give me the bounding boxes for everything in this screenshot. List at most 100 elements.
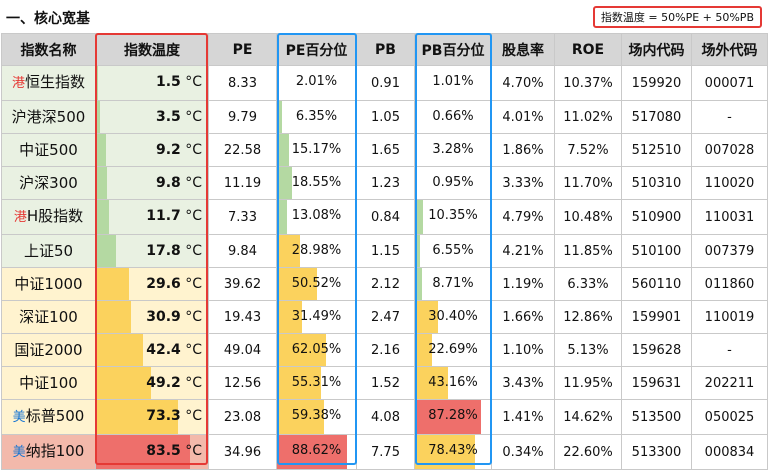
header-pb[interactable]: PB xyxy=(356,33,415,66)
temperature-value: 42.4 xyxy=(146,342,181,358)
temperature-cell: 49.2 °C xyxy=(95,366,209,400)
pe-percentile-value: 6.35% xyxy=(295,109,338,124)
roe-cell: 6.33% xyxy=(554,267,622,301)
index-name-cell[interactable]: 深证100 xyxy=(1,300,96,334)
temperature-bar xyxy=(96,134,107,166)
header-dividend-yield[interactable]: 股息率 xyxy=(491,33,555,66)
table-row[interactable]: 上证50 17.8 °C 9.84 28.98% 1.15 6.55% 4.21% 11.85… xyxy=(1,234,768,268)
dividend-yield-cell: 1.19% xyxy=(491,267,555,301)
dividend-yield-cell: 1.66% xyxy=(491,300,555,334)
temperature-cell: 1.5 °C xyxy=(95,65,209,101)
exchange-code-cell: 512510 xyxy=(621,133,692,167)
pb-percentile-cell: 43.16% xyxy=(414,366,492,400)
pe-percentile-value: 88.62% xyxy=(291,443,342,458)
table-row[interactable]: 沪港深500 3.5 °C 9.79 6.35% 1.05 0.66% 4.01% 11.02… xyxy=(1,100,768,134)
index-name: 沪深300 xyxy=(19,174,78,192)
index-name-cell[interactable]: 港恒生指数 xyxy=(1,65,96,101)
temperature-unit: °C xyxy=(185,375,202,391)
table-row[interactable]: 沪深300 9.8 °C 11.19 18.55% 1.23 0.95% 3.33% 11.7… xyxy=(1,166,768,200)
pe-percentile-bar xyxy=(277,200,288,234)
pb-percentile-bar xyxy=(415,367,448,399)
pb-cell: 2.16 xyxy=(356,333,415,367)
table-row[interactable]: 国证2000 42.4 °C 49.04 62.05% 2.16 22.69% 1.10% 5… xyxy=(1,333,768,367)
pe-percentile-value: 50.52% xyxy=(291,276,342,291)
temperature-bar xyxy=(96,334,144,366)
header-pb-percentile[interactable]: PB百分位 xyxy=(414,33,492,66)
pe-percentile-cell: 13.08% xyxy=(276,199,357,235)
pe-percentile-bar xyxy=(277,367,321,399)
index-name-cell[interactable]: 沪港深500 xyxy=(1,100,96,134)
temperature-value: 9.8 xyxy=(155,175,181,191)
pe-cell: 49.04 xyxy=(208,333,277,367)
pe-percentile-bar xyxy=(277,167,292,199)
index-name-cell[interactable]: 中证100 xyxy=(1,366,96,400)
temperature-unit: °C xyxy=(185,276,202,292)
index-name-cell[interactable]: 美纳指100 xyxy=(1,434,96,470)
table-row[interactable]: 美纳指100 83.5 °C 34.96 88.62% 7.75 78.43% 0.34% 2… xyxy=(1,434,768,470)
header-index-temperature[interactable]: 指数温度 xyxy=(95,33,209,66)
pe-percentile-bar xyxy=(277,101,283,133)
index-name-cell[interactable]: 中证1000 xyxy=(1,267,96,301)
pb-cell: 4.08 xyxy=(356,399,415,435)
pb-percentile-cell: 78.43% xyxy=(414,434,492,470)
otc-code-cell: - xyxy=(691,100,768,134)
table-row[interactable]: 港恒生指数 1.5 °C 8.33 2.01% 0.91 1.01% 4.70% 10.37%… xyxy=(1,65,768,101)
pb-cell: 7.75 xyxy=(356,434,415,470)
roe-cell: 11.70% xyxy=(554,166,622,200)
market-prefix: 港 xyxy=(13,210,27,225)
pb-percentile-bar xyxy=(415,134,418,166)
pb-percentile-value: 0.95% xyxy=(432,175,474,190)
table-row[interactable]: 美标普500 73.3 °C 23.08 59.38% 4.08 87.28% 1.41% 1… xyxy=(1,399,768,435)
exchange-code-cell: 513500 xyxy=(621,399,692,435)
pb-percentile-bar xyxy=(415,200,423,234)
index-name-cell[interactable]: 沪深300 xyxy=(1,166,96,200)
temperature-bar xyxy=(96,200,110,234)
market-prefix: 美 xyxy=(12,410,26,425)
table-row[interactable]: 深证100 30.9 °C 19.43 31.49% 2.47 30.40% 1.66% 12… xyxy=(1,300,768,334)
dividend-yield-cell: 4.70% xyxy=(491,65,555,101)
pe-percentile-cell: 31.49% xyxy=(276,300,357,334)
header-otc-code[interactable]: 场外代码 xyxy=(691,33,768,66)
header-exchange-code[interactable]: 场内代码 xyxy=(621,33,692,66)
header-index-name[interactable]: 指数名称 xyxy=(1,33,96,66)
table-row[interactable]: 中证100 49.2 °C 12.56 55.31% 1.52 43.16% 3.43% 11… xyxy=(1,366,768,400)
pe-percentile-value: 31.49% xyxy=(291,309,342,324)
header-pe-percentile[interactable]: PE百分位 xyxy=(276,33,357,66)
otc-code-cell: 007379 xyxy=(691,234,768,268)
dividend-yield-cell: 1.41% xyxy=(491,399,555,435)
pb-percentile-value: 30.40% xyxy=(428,309,478,324)
pb-percentile-cell: 22.69% xyxy=(414,333,492,367)
temperature-value: 17.8 xyxy=(146,243,181,259)
index-name: 沪港深500 xyxy=(11,108,86,126)
index-name-cell[interactable]: 中证500 xyxy=(1,133,96,167)
table-row[interactable]: 中证1000 29.6 °C 39.62 50.52% 2.12 8.71% 1.19% 6.… xyxy=(1,267,768,301)
temperature-bar xyxy=(96,101,100,133)
pb-cell: 0.84 xyxy=(356,199,415,235)
otc-code-cell: 110019 xyxy=(691,300,768,334)
otc-code-cell: 110020 xyxy=(691,166,768,200)
index-name-cell[interactable]: 美标普500 xyxy=(1,399,96,435)
pb-cell: 1.05 xyxy=(356,100,415,134)
table-row[interactable]: 港H股指数 11.7 °C 7.33 13.08% 0.84 10.35% 4.79% 10.… xyxy=(1,199,768,235)
header-roe[interactable]: ROE xyxy=(554,33,622,66)
dividend-yield-cell: 0.34% xyxy=(491,434,555,470)
pe-cell: 9.84 xyxy=(208,234,277,268)
temperature-unit: °C xyxy=(185,74,202,90)
pb-percentile-bar xyxy=(415,400,482,434)
index-name-cell[interactable]: 国证2000 xyxy=(1,333,96,367)
pb-percentile-value: 10.35% xyxy=(428,208,478,223)
pe-percentile-cell: 6.35% xyxy=(276,100,357,134)
section-title: 一、核心宽基 xyxy=(6,11,90,27)
header-pe[interactable]: PE xyxy=(208,33,277,66)
pe-cell: 11.19 xyxy=(208,166,277,200)
index-name: 上证50 xyxy=(23,242,74,260)
pb-percentile-value: 43.16% xyxy=(428,375,478,390)
roe-cell: 22.60% xyxy=(554,434,622,470)
index-name-cell[interactable]: 上证50 xyxy=(1,234,96,268)
otc-code-cell: 202211 xyxy=(691,366,768,400)
table-row[interactable]: 中证500 9.2 °C 22.58 15.17% 1.65 3.28% 1.86% 7.52… xyxy=(1,133,768,167)
pb-cell: 1.15 xyxy=(356,234,415,268)
pe-percentile-bar xyxy=(277,268,317,300)
pb-cell: 1.23 xyxy=(356,166,415,200)
index-name-cell[interactable]: 港H股指数 xyxy=(1,199,96,235)
